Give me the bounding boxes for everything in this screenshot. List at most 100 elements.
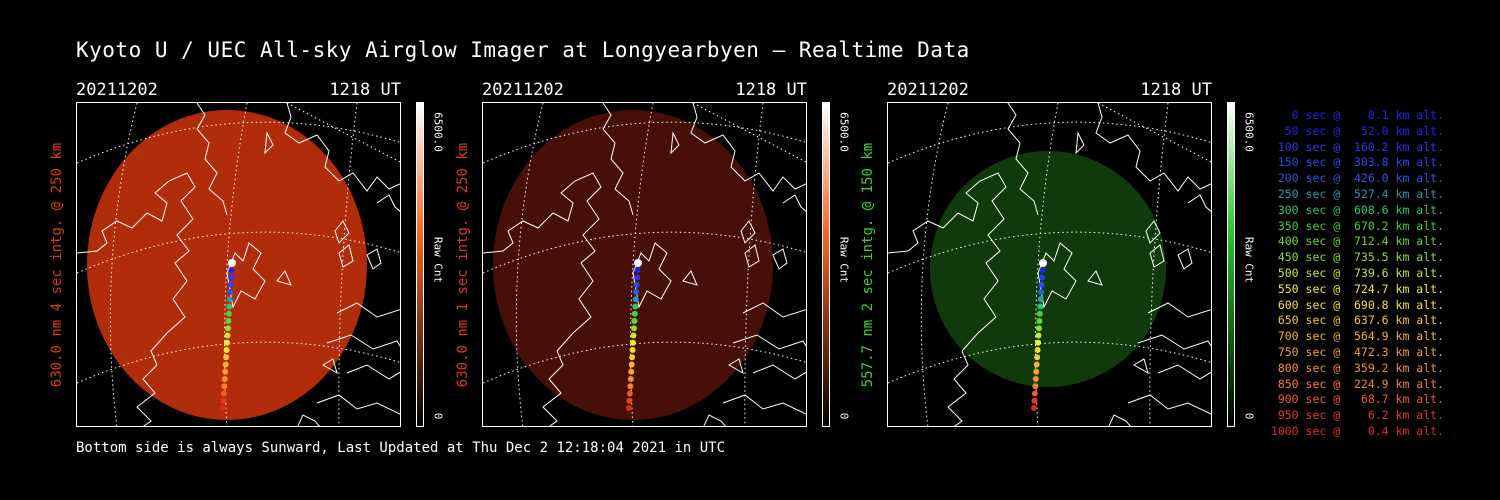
trajectory-point	[221, 376, 228, 382]
colorbar	[822, 102, 830, 427]
trajectory-point	[627, 376, 634, 382]
legend-row: 300 sec @ 608.6 km alt.	[1270, 202, 1444, 217]
imager-panel-2: 20211202 1218 UT 630.0 nm 1 sec intg. @ 25…	[455, 80, 851, 430]
panel-wavelength-text: 630.0 nm 4 sec intg. @ 250 km	[49, 142, 65, 387]
trajectory-point	[222, 368, 229, 375]
colorbar-min-text: 0	[837, 412, 851, 420]
legend-row: 700 sec @ 564.9 km alt.	[1270, 329, 1444, 344]
trajectory-point	[220, 397, 227, 404]
trajectory-point	[626, 397, 633, 404]
lat-lon-grid	[77, 103, 400, 426]
trajectory-point	[1038, 281, 1045, 288]
trajectory-point	[632, 303, 639, 310]
trajectory-point	[1036, 318, 1043, 324]
trajectory-point	[1031, 390, 1038, 397]
trajectory-point	[221, 383, 228, 390]
trajectory-point	[1035, 325, 1042, 332]
trajectory-point	[1035, 332, 1042, 339]
trajectory-point	[1035, 339, 1042, 346]
panel-wavelength-label: 630.0 nm 1 sec intg. @ 250 km	[452, 102, 474, 427]
trajectory-point	[1039, 259, 1047, 267]
colorbar-unit-text: Raw Cnt	[431, 236, 445, 284]
colorbar-unit-text: Raw Cnt	[837, 236, 851, 284]
legend-row: 200 sec @ 426.0 km alt.	[1270, 171, 1444, 186]
trajectory-point	[1037, 296, 1044, 303]
trajectory-point	[224, 339, 231, 346]
trajectory-point	[630, 332, 637, 339]
coastline	[77, 103, 400, 426]
trajectory-point	[223, 354, 230, 361]
colorbar-unit: Raw Cnt	[1242, 230, 1256, 290]
trajectory-point	[225, 318, 232, 324]
legend-row: 750 sec @ 472.3 km alt.	[1270, 344, 1444, 359]
trajectory-point	[222, 361, 229, 368]
sky-map	[483, 103, 806, 426]
trajectory-point	[630, 339, 637, 346]
trajectory-point	[226, 296, 233, 303]
imager-panel-1: 20211202 1218 UT 630.0 nm 4 sec intg. @ 25…	[49, 80, 445, 430]
panel-wavelength-label: 557.7 nm 2 sec intg. @ 150 km	[857, 102, 879, 427]
trajectory-point	[630, 325, 637, 332]
legend-row: 600 sec @ 690.8 km alt.	[1270, 297, 1444, 312]
lat-lon-grid	[888, 103, 1211, 426]
trajectory-point	[634, 267, 641, 274]
trajectory-point	[220, 390, 227, 397]
panel-date: 20211202	[887, 80, 969, 100]
trajectory-point	[1031, 405, 1037, 411]
panel-date: 20211202	[76, 80, 158, 100]
trajectory-point	[626, 390, 633, 397]
colorbar-max-text: 6500.0	[431, 112, 445, 152]
colorbar-min-text: 0	[431, 412, 445, 420]
trajectory-point	[228, 259, 236, 267]
trajectory-point	[1033, 368, 1040, 375]
colorbar-max: 6500.0	[1243, 102, 1256, 162]
trajectory-point	[1034, 347, 1041, 353]
trajectory-point	[1033, 361, 1040, 368]
colorbar-max: 6500.0	[431, 102, 445, 162]
colorbar-min: 0	[837, 410, 851, 422]
trajectory-point	[627, 383, 634, 390]
colorbar-max-text: 6500.0	[837, 112, 851, 152]
legend-row: 800 sec @ 359.2 km alt.	[1270, 360, 1444, 375]
legend-row: 50 sec @ 52.0 km alt.	[1270, 123, 1444, 138]
trajectory-point	[1032, 383, 1039, 390]
trajectory-point	[626, 405, 632, 411]
trajectory-point	[1034, 354, 1041, 361]
colorbar-max: 6500.0	[837, 102, 851, 162]
trajectory-point	[628, 368, 635, 375]
trajectory-point	[631, 318, 638, 324]
legend-row: 450 sec @ 735.5 km alt.	[1270, 250, 1444, 265]
all-sky-image	[482, 102, 807, 427]
legend-row: 550 sec @ 724.7 km alt.	[1270, 281, 1444, 296]
trajectory-point	[628, 361, 635, 368]
colorbar-min-text: 0	[1242, 412, 1256, 420]
trajectory-point	[1036, 310, 1043, 317]
trajectory-point	[224, 325, 231, 332]
panel-time: 1218 UT	[1140, 80, 1212, 100]
trajectory-point	[632, 296, 639, 303]
trajectory-point	[1039, 274, 1046, 281]
trajectory-point	[633, 281, 640, 288]
sky-map	[77, 103, 400, 426]
colorbar-unit: Raw Cnt	[431, 230, 445, 290]
panel-wavelength-text: 630.0 nm 1 sec intg. @ 250 km	[455, 142, 471, 387]
colorbar-unit-text: Raw Cnt	[1242, 236, 1256, 284]
colorbar-min: 0	[1242, 410, 1256, 422]
trajectory-point	[1032, 376, 1039, 382]
legend-row: 1000 sec @ 0.4 km alt.	[1270, 423, 1444, 438]
trajectory-point	[228, 274, 235, 281]
all-sky-image	[887, 102, 1212, 427]
airglow-field	[930, 151, 1166, 387]
trajectory-point	[227, 289, 234, 295]
legend-row: 150 sec @ 303.8 km alt.	[1270, 155, 1444, 170]
panel-date: 20211202	[482, 80, 564, 100]
legend-row: 900 sec @ 68.7 km alt.	[1270, 392, 1444, 407]
trajectory-point	[629, 347, 636, 353]
legend-row: 100 sec @ 160.2 km alt.	[1270, 139, 1444, 154]
legend-row: 850 sec @ 224.9 km alt.	[1270, 376, 1444, 391]
legend-row: 250 sec @ 527.4 km alt.	[1270, 186, 1444, 201]
trajectory-point	[633, 289, 640, 295]
panel-time: 1218 UT	[735, 80, 807, 100]
imager-panel-3: 20211202 1218 UT 557.7 nm 2 sec intg. @ 15…	[860, 80, 1256, 430]
legend-row: 400 sec @ 712.4 km alt.	[1270, 234, 1444, 249]
